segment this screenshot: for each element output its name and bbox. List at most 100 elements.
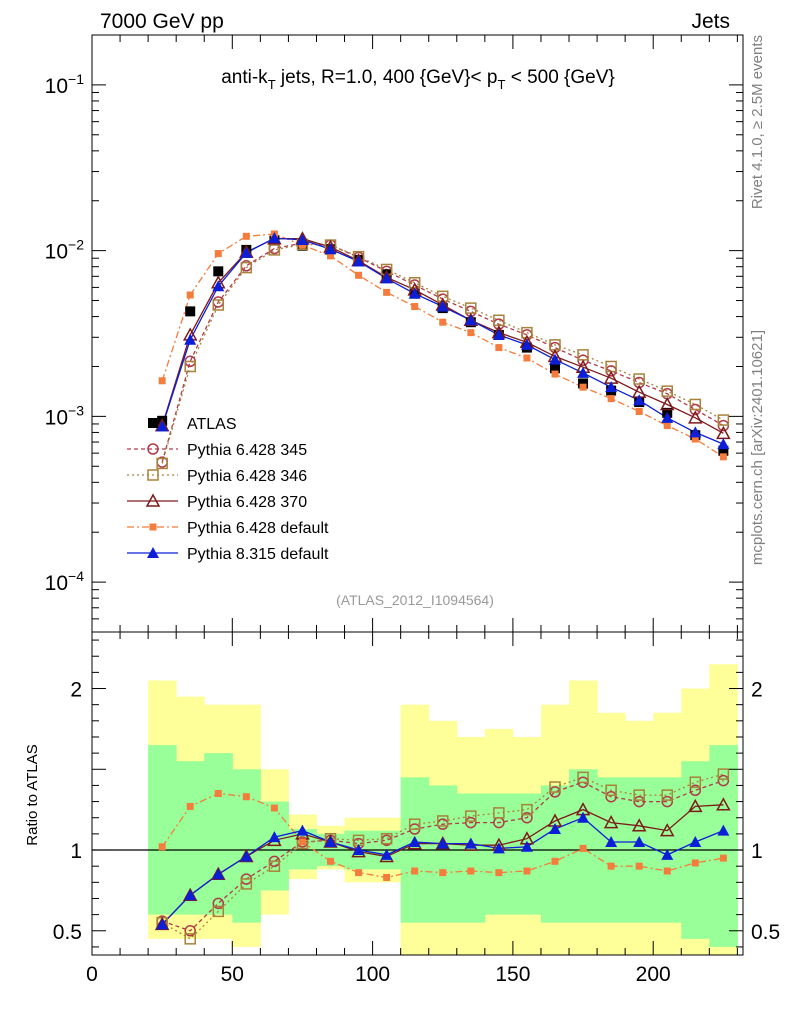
series-2-point bbox=[717, 414, 730, 426]
y-tick-label-top: 10−2 bbox=[45, 237, 85, 264]
series-4-point bbox=[439, 318, 447, 326]
series-5-point bbox=[352, 255, 365, 267]
x-tick-label: 150 bbox=[495, 963, 530, 986]
y-tick-label-top: 10−3 bbox=[45, 402, 85, 429]
series-line-2 bbox=[161, 243, 724, 464]
ratio-line-1 bbox=[161, 779, 724, 932]
ratio-series-5-point bbox=[268, 831, 281, 843]
series-2-point bbox=[689, 398, 702, 411]
atlas-data-point bbox=[213, 266, 224, 277]
ratio-series-4-point bbox=[298, 838, 306, 846]
ratio-series-5-point bbox=[548, 823, 561, 835]
ratio-series-4-point bbox=[158, 843, 166, 851]
uncertainty-band-green bbox=[512, 793, 542, 915]
ratio-series-1-point bbox=[689, 784, 702, 797]
ratio-series-2-point bbox=[689, 776, 702, 788]
ratio-series-5-point bbox=[661, 848, 674, 860]
uncertainty-band-green bbox=[148, 745, 177, 915]
series-3-point bbox=[688, 410, 703, 424]
ratio-y-tick-label-right: 0.5 bbox=[751, 921, 780, 944]
ratio-series-1-point bbox=[521, 811, 533, 824]
series-4-point bbox=[579, 383, 587, 391]
ratio-series-2-point bbox=[661, 789, 673, 801]
ratio-series-3-point bbox=[603, 815, 619, 829]
series-5-point bbox=[156, 420, 169, 432]
series-2-point bbox=[661, 385, 673, 397]
legend-label-3: Pythia 6.428 370 bbox=[187, 494, 307, 511]
ratio-series-2-point bbox=[493, 807, 505, 819]
legend-label-2: Pythia 6.428 346 bbox=[187, 468, 307, 485]
ratio-series-5-point bbox=[212, 868, 225, 880]
series-2-point bbox=[633, 373, 645, 385]
atlas-data-point bbox=[549, 363, 560, 374]
series-5-point bbox=[240, 246, 253, 258]
ratio-series-4-point bbox=[607, 862, 615, 870]
legend-atlas-label: ATLAS bbox=[187, 416, 237, 433]
series-5-point bbox=[380, 272, 393, 284]
y-tick-label-top: 10−4 bbox=[45, 568, 85, 595]
ratio-series-5-point bbox=[577, 811, 590, 823]
series-5-point bbox=[633, 394, 646, 406]
ratio-series-4-point bbox=[663, 867, 671, 875]
atlas-data-point bbox=[718, 445, 729, 456]
x-tick-label: 100 bbox=[355, 963, 390, 986]
x-tick-label: 50 bbox=[221, 963, 244, 986]
atlas-data-point bbox=[185, 306, 196, 317]
series-4-point bbox=[691, 435, 699, 443]
series-4-point bbox=[242, 232, 250, 240]
atlas-data-point bbox=[578, 378, 589, 389]
ratio-series-3-point bbox=[631, 818, 647, 832]
series-2-point bbox=[184, 360, 196, 373]
ratio-series-3-point bbox=[659, 823, 675, 837]
ratio-series-5-point bbox=[296, 824, 309, 836]
series-4-point bbox=[663, 422, 671, 430]
ratio-y-tick-label-right: 2 bbox=[751, 679, 763, 702]
ratio-series-5-point bbox=[324, 835, 337, 847]
ratio-series-2-point bbox=[549, 781, 561, 793]
series-5-point bbox=[268, 232, 281, 244]
series-4-point bbox=[355, 271, 363, 279]
main-plot-series bbox=[154, 230, 731, 470]
ratio-y-label: Ratio to ATLAS bbox=[24, 744, 41, 845]
ratio-series-4-point bbox=[635, 862, 643, 870]
series-5-point bbox=[717, 438, 730, 450]
ratio-series-4-point bbox=[523, 867, 531, 875]
series-4-point bbox=[607, 395, 615, 403]
ratio-series-5-point bbox=[464, 837, 477, 849]
y-tick-label-top: 10−1 bbox=[45, 71, 85, 98]
series-2-point bbox=[268, 244, 281, 256]
ratio-series-5-point bbox=[156, 918, 169, 930]
series-4-point bbox=[719, 453, 727, 461]
ratio-series-4-point bbox=[270, 804, 278, 812]
ratio-series-5-point bbox=[520, 840, 533, 852]
ratio-series-1-point bbox=[717, 774, 730, 787]
legend-marker-1 bbox=[147, 443, 159, 455]
ratio-y-tick-label-left: 1 bbox=[70, 840, 82, 863]
x-tick-label: 200 bbox=[636, 963, 671, 986]
ratio-series-4-point bbox=[719, 854, 727, 862]
main-plot-background bbox=[92, 35, 743, 632]
ratio-series-2-point bbox=[465, 810, 477, 822]
series-3-point bbox=[659, 396, 675, 411]
ratio-plot-frame bbox=[91, 631, 744, 956]
series-5-point bbox=[520, 338, 533, 350]
ratio-series-2-point bbox=[605, 784, 617, 797]
series-5-point bbox=[689, 426, 702, 438]
ratio-series-1-point bbox=[184, 925, 196, 937]
ratio-series-2-point bbox=[408, 818, 421, 830]
ratio-series-5-point bbox=[240, 850, 253, 862]
series-5-point bbox=[324, 243, 337, 255]
legend-label-1: Pythia 6.428 345 bbox=[187, 442, 307, 459]
ratio-y-tick-label-right: 1 bbox=[751, 840, 763, 863]
analysis-id: (ATLAS_2012_I1094564) bbox=[336, 592, 494, 608]
series-4-point bbox=[551, 370, 559, 378]
legend-marker-2 bbox=[147, 469, 159, 481]
ratio-series-4-point bbox=[214, 790, 222, 797]
ratio-series-5-point bbox=[605, 835, 618, 847]
ratio-series-2-point bbox=[240, 878, 253, 890]
mcplots-label: mcplots.cern.ch [arXiv:2401.10621] bbox=[749, 330, 766, 565]
series-4-point bbox=[158, 377, 166, 385]
series-5-point bbox=[184, 333, 197, 345]
ratio-series-1-point bbox=[465, 816, 477, 829]
